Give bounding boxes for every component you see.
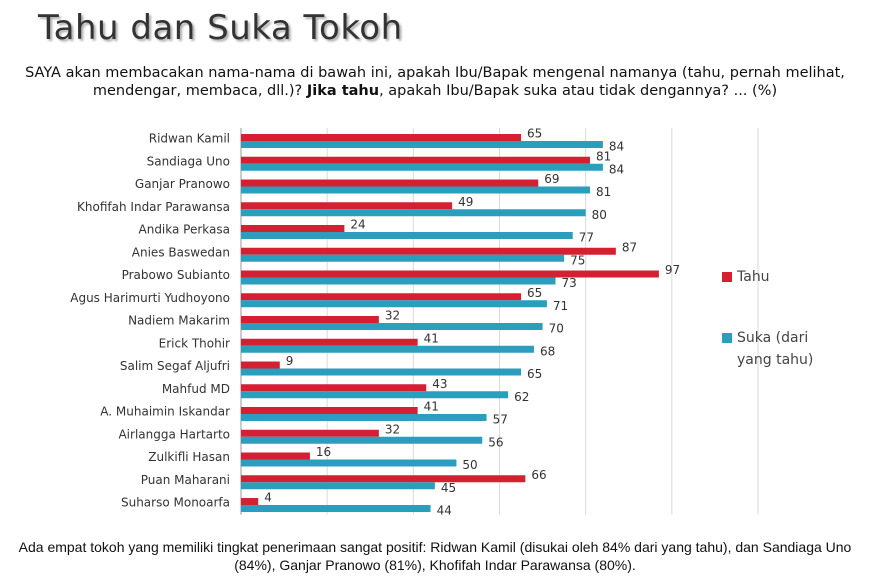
y-tick-label: Sandiaga Uno <box>147 154 230 168</box>
data-label: 44 <box>437 504 452 518</box>
data-label: 57 <box>493 413 508 427</box>
y-tick-label: Anies Baswedan <box>132 245 230 259</box>
data-label: 84 <box>609 140 624 154</box>
bar <box>241 368 522 376</box>
data-label: 16 <box>316 445 331 459</box>
data-label: 65 <box>527 127 542 141</box>
data-label: 65 <box>527 286 542 300</box>
data-label: 73 <box>562 276 577 290</box>
bar <box>241 232 573 239</box>
y-tick-label: Suharso Monoarfa <box>121 496 230 510</box>
data-label: 49 <box>458 195 473 209</box>
legend-item: Suka (dari yang tahu) <box>722 327 822 371</box>
bar <box>241 482 435 490</box>
data-label: 65 <box>527 367 542 381</box>
subtitle-text: , apakah Ibu/Bapak suka atau tidak denga… <box>379 83 778 99</box>
data-label: 70 <box>549 322 564 336</box>
bar <box>241 254 565 262</box>
bar <box>241 391 509 399</box>
data-label: 32 <box>385 422 400 436</box>
bar <box>241 163 603 171</box>
y-tick-label: Mahfud MD <box>162 382 230 396</box>
bar <box>241 452 310 460</box>
bar <box>241 345 534 353</box>
subtitle-bold: Jika tahu <box>306 83 380 99</box>
data-label: 81 <box>596 185 611 199</box>
legend-item: Tahu <box>722 266 822 288</box>
y-tick-label: Erick Thohir <box>159 336 230 350</box>
bar <box>241 300 547 308</box>
data-label: 41 <box>424 400 439 414</box>
bar <box>241 384 427 392</box>
y-tick-label: Nadiem Makarim <box>128 314 230 328</box>
data-label: 56 <box>488 435 503 449</box>
bar <box>241 270 659 278</box>
bar <box>241 475 526 483</box>
y-tick-label: Ridwan Kamil <box>149 132 230 146</box>
y-tick-label: Zulkifli Hasan <box>148 450 230 464</box>
data-label: 87 <box>622 240 637 254</box>
bar <box>241 436 483 444</box>
y-tick-label: Andika Perkasa <box>139 223 231 237</box>
y-tick-label: Khofifah Indar Parawansa <box>77 200 230 214</box>
bar <box>241 202 453 210</box>
bar <box>241 209 586 217</box>
data-label: 62 <box>514 390 529 404</box>
bar <box>241 186 590 194</box>
data-label: 66 <box>531 468 546 482</box>
bar <box>241 338 418 346</box>
y-tick-label: Ganjar Pranowo <box>135 177 230 191</box>
data-label: 97 <box>665 263 680 277</box>
y-tick-label: Salim Segaf Aljufri <box>120 359 230 373</box>
data-label: 84 <box>609 162 624 176</box>
data-label: 75 <box>570 253 585 267</box>
legend-swatch <box>722 272 732 282</box>
chart-subtitle: SAYA akan membacakan nama-nama di bawah … <box>10 64 860 100</box>
data-label: 68 <box>540 344 555 358</box>
bar <box>241 247 616 255</box>
data-label: 41 <box>424 331 439 345</box>
data-label: 43 <box>432 377 447 391</box>
subtitle-text: SAYA akan membacakan nama-nama di bawah … <box>25 65 845 99</box>
bar <box>241 429 379 437</box>
bar <box>241 459 457 467</box>
bar <box>241 316 379 323</box>
bar <box>241 141 603 148</box>
chart-title: Tahu dan Suka Tokoh <box>38 8 403 48</box>
data-label: 71 <box>553 299 568 313</box>
footnote: Ada empat tokoh yang memiliki tingkat pe… <box>18 539 852 573</box>
bar <box>241 498 259 505</box>
y-tick-label: Prabowo Subianto <box>122 268 230 282</box>
data-label: 32 <box>385 309 400 323</box>
data-label: 45 <box>441 481 456 495</box>
data-label: 4 <box>264 491 272 505</box>
data-label: 80 <box>592 208 607 222</box>
data-label: 69 <box>544 172 559 186</box>
bar <box>241 407 418 414</box>
bar <box>241 323 543 330</box>
data-label: 77 <box>579 231 594 245</box>
bar <box>241 414 487 421</box>
bar <box>241 134 522 141</box>
bar <box>241 293 522 301</box>
legend-label: Tahu <box>737 269 770 285</box>
data-label: 81 <box>596 149 611 163</box>
legend-label: Suka (dari yang tahu) <box>737 330 814 368</box>
y-tick-label: Puan Maharani <box>141 473 230 487</box>
y-tick-label: Airlangga Hartarto <box>118 427 230 441</box>
data-label: 9 <box>286 354 294 368</box>
legend-swatch <box>722 333 732 343</box>
bar <box>241 179 539 187</box>
y-tick-label: A. Muhaimin Iskandar <box>100 405 230 419</box>
y-tick-label: Agus Harimurti Yudhoyono <box>70 291 230 305</box>
data-label: 24 <box>350 218 365 232</box>
bar <box>241 277 556 285</box>
data-label: 50 <box>462 458 477 472</box>
bar <box>241 225 345 232</box>
bar <box>241 361 280 369</box>
bar <box>241 156 590 164</box>
bar <box>241 505 431 512</box>
